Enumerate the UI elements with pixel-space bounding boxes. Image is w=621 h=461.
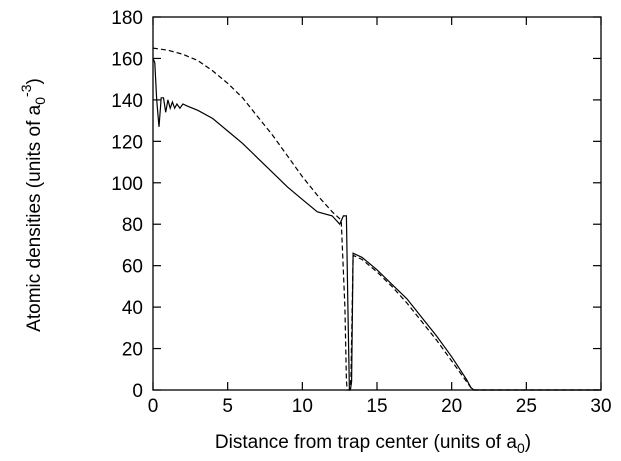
y-tick-label: 40: [122, 298, 143, 319]
y-tick-label: 60: [122, 257, 143, 278]
x-tick-label: 15: [366, 396, 387, 417]
plot-frame: [152, 16, 602, 391]
y-tick-label: 80: [122, 215, 143, 236]
x-tick-label: 0: [148, 396, 159, 417]
x-tick-label: 10: [292, 396, 313, 417]
x-tick-label: 30: [590, 396, 611, 417]
y-tick-label: 180: [111, 8, 143, 29]
y-tick-label: 140: [111, 91, 143, 112]
x-axis-ticks: 0 5 10 15 20 25 30: [148, 17, 612, 417]
y-axis-ticks: 0 20 40 60 80 100 120 140 160 180: [111, 8, 601, 402]
x-axis-title: Distance from trap center (units of a0): [215, 432, 531, 456]
series-layer: [152, 47, 601, 391]
x-tick-label: 5: [222, 396, 233, 417]
solid-density-curve: [152, 58, 601, 391]
x-tick-label: 20: [441, 396, 462, 417]
y-tick-label: 120: [111, 132, 143, 153]
y-axis-title: Atomic densities (units of a0-3): [18, 78, 48, 332]
y-tick-label: 160: [111, 49, 143, 70]
y-tick-label: 0: [132, 381, 143, 402]
y-tick-label: 20: [122, 340, 143, 361]
x-tick-label: 25: [516, 396, 537, 417]
y-tick-label: 100: [111, 174, 143, 195]
dashed-density-curve: [152, 47, 601, 391]
